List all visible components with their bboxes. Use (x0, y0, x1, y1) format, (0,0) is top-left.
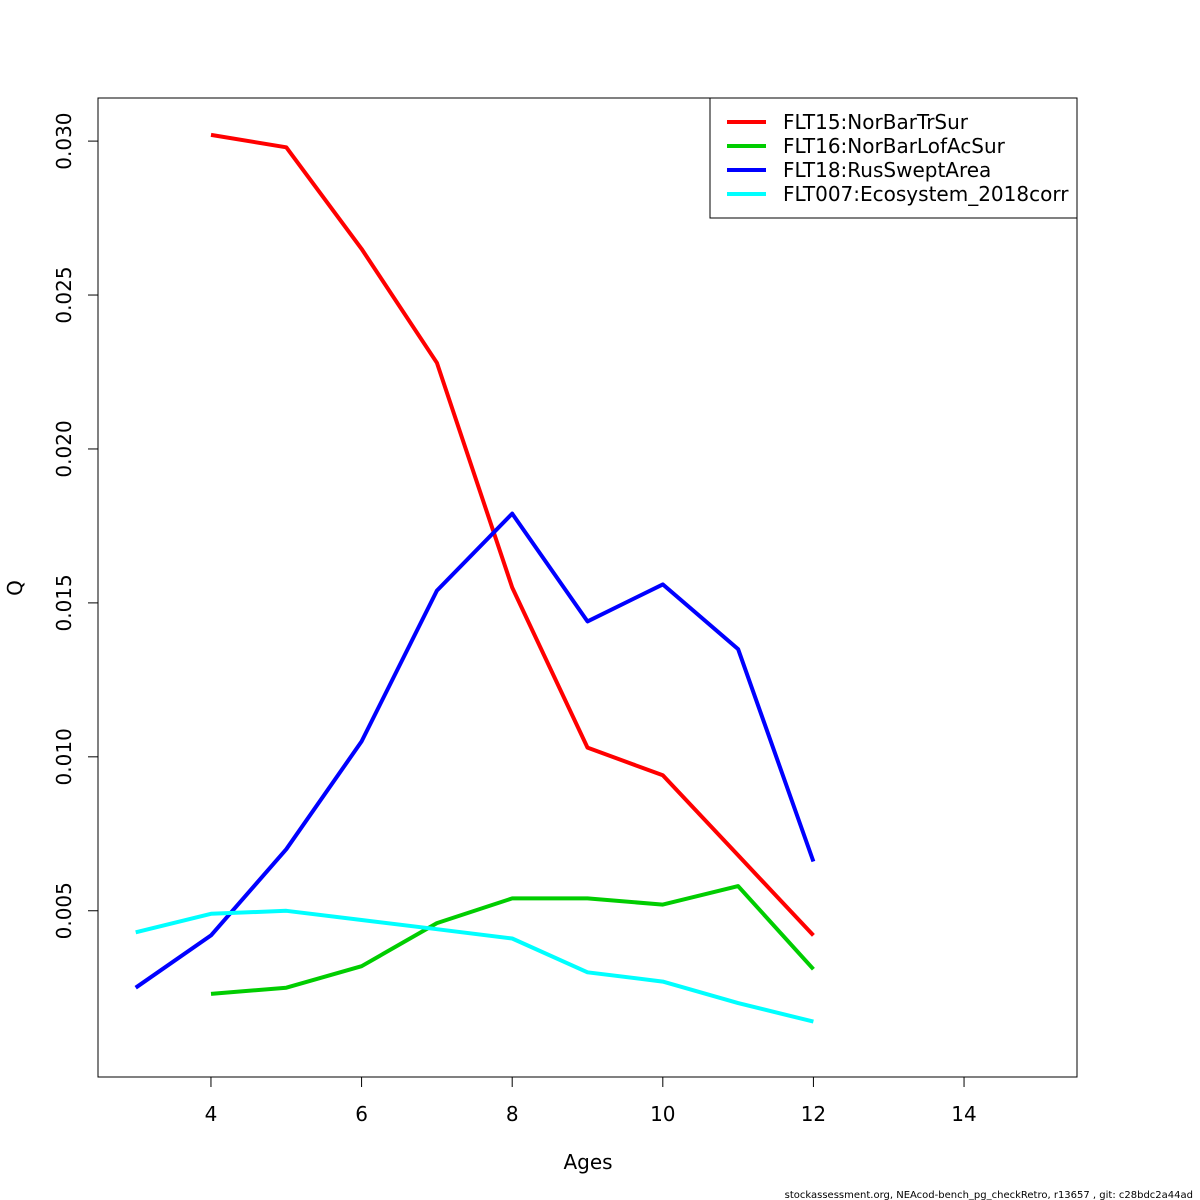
legend-box (709, 97, 1078, 219)
plot-frame (97, 97, 1078, 1078)
legend: FLT15:NorBarTrSurFLT16:NorBarLofAcSurFLT… (709, 97, 1078, 219)
legend-label: FLT15:NorBarTrSur (783, 110, 969, 134)
y-tick-label: 0.005 (52, 882, 76, 939)
y-tick-label: 0.015 (52, 574, 76, 631)
y-axis: 0.005 0.010 0.015 0.020 0.025 0.030 (52, 112, 98, 939)
series-line-4 (135, 908, 814, 1024)
series-line-3 (134, 511, 816, 990)
y-tick-label: 0.025 (52, 266, 76, 323)
series-line-2 (210, 884, 815, 996)
y-axis-title: Q (3, 580, 27, 596)
x-tick-label: 12 (801, 1102, 826, 1126)
x-tick-label: 8 (506, 1102, 519, 1126)
x-tick-label: 4 (205, 1102, 218, 1126)
x-tick-label: 14 (951, 1102, 976, 1126)
x-tick-label: 10 (650, 1102, 675, 1126)
footer-credit: stockassessment.org, NEAcod-bench_pg_che… (785, 1190, 1193, 1200)
series-line-1 (210, 132, 815, 937)
x-axis: 4 6 8 10 12 14 (205, 1077, 977, 1126)
legend-label: FLT007:Ecosystem_2018corr (783, 182, 1069, 206)
y-tick-label: 0.010 (52, 728, 76, 785)
x-tick-label: 6 (355, 1102, 368, 1126)
x-axis-title: Ages (563, 1150, 612, 1174)
legend-label: FLT18:RusSweptArea (783, 158, 991, 182)
y-tick-label: 0.030 (52, 112, 76, 169)
series-layer (134, 132, 816, 1024)
y-tick-label: 0.020 (52, 420, 76, 477)
legend-label: FLT16:NorBarLofAcSur (783, 134, 1006, 158)
